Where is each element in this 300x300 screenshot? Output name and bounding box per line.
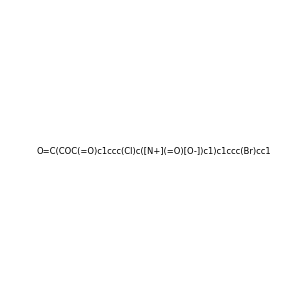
Text: O=C(COC(=O)c1ccc(Cl)c([N+](=O)[O-])c1)c1ccc(Br)cc1: O=C(COC(=O)c1ccc(Cl)c([N+](=O)[O-])c1)c1… xyxy=(36,147,271,156)
